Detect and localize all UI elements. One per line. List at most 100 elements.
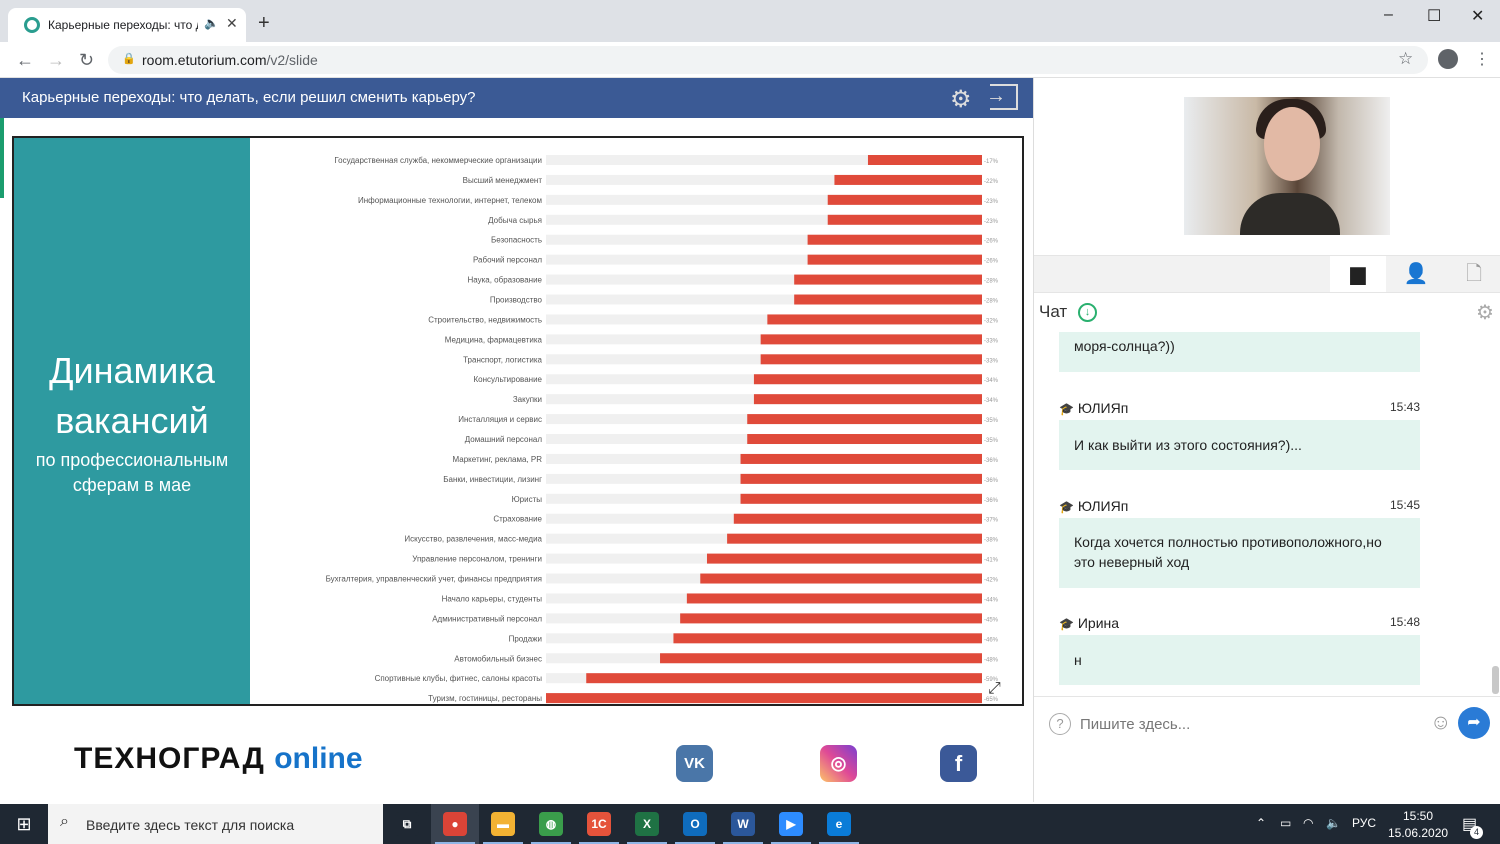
taskbar-search-input[interactable] xyxy=(86,815,376,835)
chat-settings-gear-icon[interactable]: ⚙ xyxy=(1476,302,1494,324)
forward-arrow-icon[interactable]: → xyxy=(47,50,65,70)
bar xyxy=(753,374,982,385)
value-label: -35% xyxy=(984,438,999,444)
chat-title: Чат xyxy=(1039,302,1068,321)
windows-start-icon[interactable]: ⊞ xyxy=(16,814,32,834)
chat-message-header: 🎓 ЮЛИЯп 15:43 xyxy=(1059,400,1420,416)
search-icon: ⌕ xyxy=(60,813,69,830)
browser-tab[interactable]: Карьерные переходы: что д 🔈 ✕ xyxy=(8,8,246,42)
running-indicator xyxy=(531,842,571,844)
running-indicator xyxy=(819,842,859,844)
notifications-count: 4 xyxy=(1470,826,1483,839)
battery-icon[interactable]: ▭ xyxy=(1280,816,1292,830)
taskbar-file-explorer-button[interactable]: ▬ xyxy=(479,804,527,844)
value-label: -37% xyxy=(984,518,999,524)
chat-message-input[interactable] xyxy=(1080,711,1420,737)
volume-icon[interactable]: 🔈 xyxy=(1326,816,1341,830)
new-tab-button[interactable]: + xyxy=(258,12,270,34)
chat-time: 15:43 xyxy=(1389,400,1420,414)
facebook-icon[interactable]: f xyxy=(940,745,977,782)
taskbar-chrome-button[interactable]: ● xyxy=(431,804,479,844)
fullscreen-expand-icon[interactable]: ⤢ xyxy=(988,680,1001,697)
value-label: -36% xyxy=(984,458,999,464)
download-arrow-icon[interactable]: ↓ xyxy=(1078,303,1097,322)
bar xyxy=(740,493,982,504)
value-label: -65% xyxy=(984,697,999,703)
slide-subheading-line1: по профессиональным xyxy=(35,450,229,470)
value-label: -26% xyxy=(984,259,999,265)
bar xyxy=(747,414,982,425)
input-language[interactable]: РУС xyxy=(1352,816,1377,830)
close-window-button[interactable]: ✕ xyxy=(1471,8,1485,25)
exit-arrow-icon: → xyxy=(986,85,1006,107)
emoji-smile-icon[interactable]: ☺ xyxy=(1430,711,1452,734)
taskbar-task-view-button[interactable]: ⧉ xyxy=(383,804,431,844)
chat-message-text: И как выйти из этого состояния?)... xyxy=(1074,437,1302,453)
value-label: -28% xyxy=(984,299,999,305)
vk-icon[interactable]: VK xyxy=(676,745,713,782)
taskbar-1c-app-button[interactable]: 1С xyxy=(575,804,623,844)
taskbar-word-button[interactable]: W xyxy=(719,804,767,844)
file-explorer-icon: ▬ xyxy=(491,812,515,836)
taskbar-maps-app-button[interactable]: ◍ xyxy=(527,804,575,844)
chat-author: ЮЛИЯп xyxy=(1077,400,1129,416)
exit-room-icon[interactable] xyxy=(990,84,1018,110)
bar xyxy=(760,354,982,365)
bookmark-star-icon[interactable]: ☆ xyxy=(1398,49,1414,68)
category-label: Продажи xyxy=(509,634,542,643)
bar xyxy=(673,633,982,644)
bar xyxy=(807,234,982,245)
tab-close-icon[interactable]: ✕ xyxy=(226,15,238,31)
webinar-title: Карьерные переходы: что делать, если реш… xyxy=(22,89,476,106)
category-label: Строительство, недвижимость xyxy=(428,315,542,324)
taskbar-zoom-button[interactable]: ▶ xyxy=(767,804,815,844)
bar xyxy=(834,174,982,185)
minimize-button[interactable]: – xyxy=(1384,6,1393,23)
tab-files[interactable]: 🗋 xyxy=(1446,256,1500,292)
taskbar-edge-button[interactable]: e xyxy=(815,804,863,844)
taskbar-outlook-button[interactable]: O xyxy=(671,804,719,844)
category-label: Добыча сырья xyxy=(488,216,542,225)
instagram-icon[interactable]: ◎ xyxy=(820,745,857,782)
address-bar[interactable]: 🔒 room.etutorium.com/v2/slide ☆ xyxy=(108,46,1428,74)
chevron-up-icon[interactable]: ⌃ xyxy=(1256,816,1267,830)
settings-gear-icon[interactable]: ⚙ xyxy=(950,86,972,113)
slide-heading-line1: Динамика xyxy=(49,350,215,391)
wifi-icon[interactable]: ◠ xyxy=(1303,816,1314,830)
taskbar-excel-button[interactable]: X xyxy=(623,804,671,844)
category-label: Банки, инвестиции, лизинг xyxy=(443,475,542,484)
browser-menu-icon[interactable]: ⋮ xyxy=(1474,51,1490,68)
value-label: -41% xyxy=(984,558,999,564)
value-label: -23% xyxy=(984,219,999,225)
url-host: room.etutorium.com xyxy=(142,52,267,68)
side-panel-tabs: ▆ 👤 🗋 xyxy=(1034,255,1500,293)
bar xyxy=(740,473,982,484)
tab-chat[interactable]: ▆ xyxy=(1330,256,1386,292)
edge-icon: e xyxy=(827,812,851,836)
maximize-button[interactable]: ☐ xyxy=(1427,8,1442,25)
help-question-icon[interactable]: ? xyxy=(1049,713,1071,735)
clock-time[interactable]: 15:50 xyxy=(1403,809,1434,823)
user-icon: 👤 xyxy=(1403,263,1429,285)
bar xyxy=(747,434,982,445)
category-label: Начало карьеры, студенты xyxy=(442,594,543,603)
tab-participants[interactable]: 👤 xyxy=(1388,256,1444,292)
taskbar-search[interactable]: ⌕ xyxy=(48,804,383,844)
category-label: Маркетинг, реклама, PR xyxy=(453,455,543,464)
account-avatar-icon[interactable] xyxy=(1438,49,1458,69)
value-label: -36% xyxy=(984,478,999,484)
presenter-video[interactable] xyxy=(1184,97,1390,235)
chat-scrollbar[interactable] xyxy=(1492,666,1499,694)
category-label: Домашний персонал xyxy=(465,435,543,444)
clock-date[interactable]: 15.06.2020 xyxy=(1388,826,1449,840)
send-arrow-icon[interactable]: ➦ xyxy=(1458,707,1490,739)
slide-header: Карьерные переходы: что делать, если реш… xyxy=(0,78,1033,118)
back-arrow-icon[interactable]: ← xyxy=(16,50,34,70)
value-label: -44% xyxy=(984,597,999,603)
speaker-icon[interactable]: 🔈 xyxy=(204,16,219,30)
chat-messages[interactable]: моря-солнца?)) 🎓 ЮЛИЯп 15:43 И как выйти … xyxy=(1034,332,1500,694)
category-label: Автомобильный бизнес xyxy=(454,654,542,663)
running-indicator xyxy=(675,842,715,844)
bar-track xyxy=(546,254,982,265)
reload-icon[interactable]: ↻ xyxy=(79,50,95,70)
